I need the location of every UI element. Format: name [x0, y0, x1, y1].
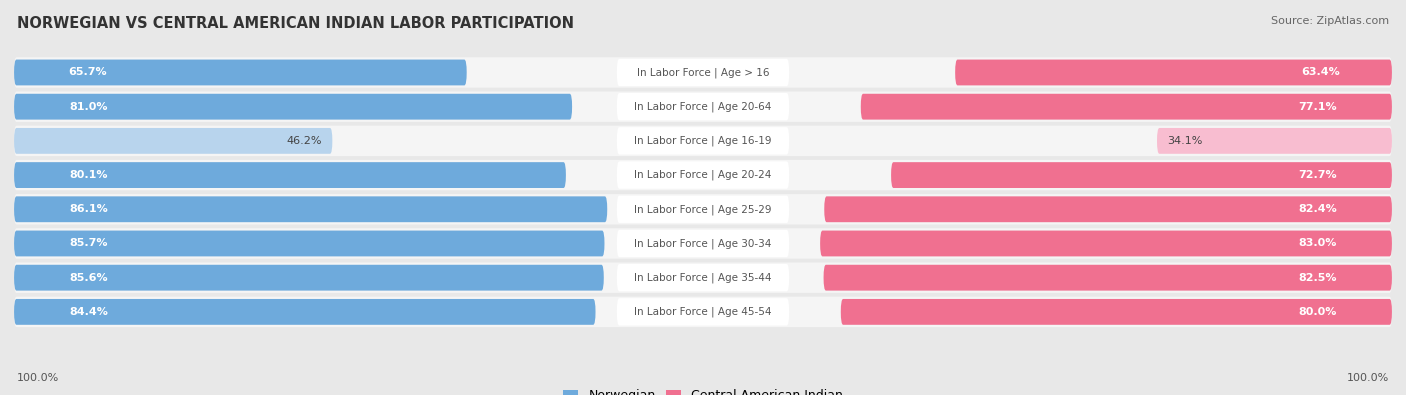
Text: Source: ZipAtlas.com: Source: ZipAtlas.com [1271, 16, 1389, 26]
Text: 85.7%: 85.7% [69, 239, 108, 248]
FancyBboxPatch shape [617, 127, 789, 154]
Text: 80.1%: 80.1% [69, 170, 108, 180]
Text: 86.1%: 86.1% [69, 204, 108, 214]
Text: In Labor Force | Age 45-54: In Labor Force | Age 45-54 [634, 307, 772, 317]
FancyBboxPatch shape [14, 92, 1392, 122]
FancyBboxPatch shape [14, 160, 1392, 190]
FancyBboxPatch shape [1157, 128, 1392, 154]
FancyBboxPatch shape [14, 128, 332, 154]
Text: In Labor Force | Age 30-34: In Labor Force | Age 30-34 [634, 238, 772, 249]
FancyBboxPatch shape [14, 299, 596, 325]
FancyBboxPatch shape [860, 94, 1392, 120]
FancyBboxPatch shape [14, 94, 572, 120]
Text: 82.4%: 82.4% [1298, 204, 1337, 214]
FancyBboxPatch shape [14, 126, 1392, 156]
Text: 72.7%: 72.7% [1298, 170, 1337, 180]
FancyBboxPatch shape [14, 194, 1392, 224]
Text: 77.1%: 77.1% [1298, 102, 1337, 112]
Text: 84.4%: 84.4% [69, 307, 108, 317]
FancyBboxPatch shape [841, 299, 1392, 325]
Text: 85.6%: 85.6% [69, 273, 108, 283]
FancyBboxPatch shape [14, 265, 603, 291]
FancyBboxPatch shape [14, 297, 1392, 327]
Text: 46.2%: 46.2% [287, 136, 322, 146]
Text: 82.5%: 82.5% [1298, 273, 1337, 283]
FancyBboxPatch shape [14, 60, 467, 85]
FancyBboxPatch shape [14, 263, 1392, 293]
FancyBboxPatch shape [955, 60, 1392, 85]
FancyBboxPatch shape [617, 264, 789, 292]
Text: 63.4%: 63.4% [1301, 68, 1340, 77]
Text: In Labor Force | Age > 16: In Labor Force | Age > 16 [637, 67, 769, 78]
Text: 100.0%: 100.0% [1347, 373, 1389, 383]
Text: In Labor Force | Age 35-44: In Labor Force | Age 35-44 [634, 273, 772, 283]
FancyBboxPatch shape [820, 231, 1392, 256]
Text: NORWEGIAN VS CENTRAL AMERICAN INDIAN LABOR PARTICIPATION: NORWEGIAN VS CENTRAL AMERICAN INDIAN LAB… [17, 16, 574, 31]
Text: 65.7%: 65.7% [69, 68, 107, 77]
FancyBboxPatch shape [14, 57, 1392, 88]
Text: 80.0%: 80.0% [1299, 307, 1337, 317]
FancyBboxPatch shape [617, 230, 789, 257]
FancyBboxPatch shape [891, 162, 1392, 188]
FancyBboxPatch shape [617, 93, 789, 120]
Text: In Labor Force | Age 16-19: In Labor Force | Age 16-19 [634, 135, 772, 146]
FancyBboxPatch shape [14, 228, 1392, 259]
Text: In Labor Force | Age 20-64: In Labor Force | Age 20-64 [634, 102, 772, 112]
Text: 34.1%: 34.1% [1167, 136, 1202, 146]
Text: 81.0%: 81.0% [69, 102, 108, 112]
Text: In Labor Force | Age 20-24: In Labor Force | Age 20-24 [634, 170, 772, 181]
FancyBboxPatch shape [824, 265, 1392, 291]
FancyBboxPatch shape [14, 231, 605, 256]
Text: 83.0%: 83.0% [1299, 239, 1337, 248]
FancyBboxPatch shape [617, 298, 789, 325]
FancyBboxPatch shape [14, 196, 607, 222]
FancyBboxPatch shape [824, 196, 1392, 222]
FancyBboxPatch shape [617, 162, 789, 189]
FancyBboxPatch shape [14, 162, 565, 188]
FancyBboxPatch shape [617, 196, 789, 223]
Legend: Norwegian, Central American Indian: Norwegian, Central American Indian [558, 384, 848, 395]
Text: In Labor Force | Age 25-29: In Labor Force | Age 25-29 [634, 204, 772, 214]
FancyBboxPatch shape [617, 59, 789, 86]
Text: 100.0%: 100.0% [17, 373, 59, 383]
